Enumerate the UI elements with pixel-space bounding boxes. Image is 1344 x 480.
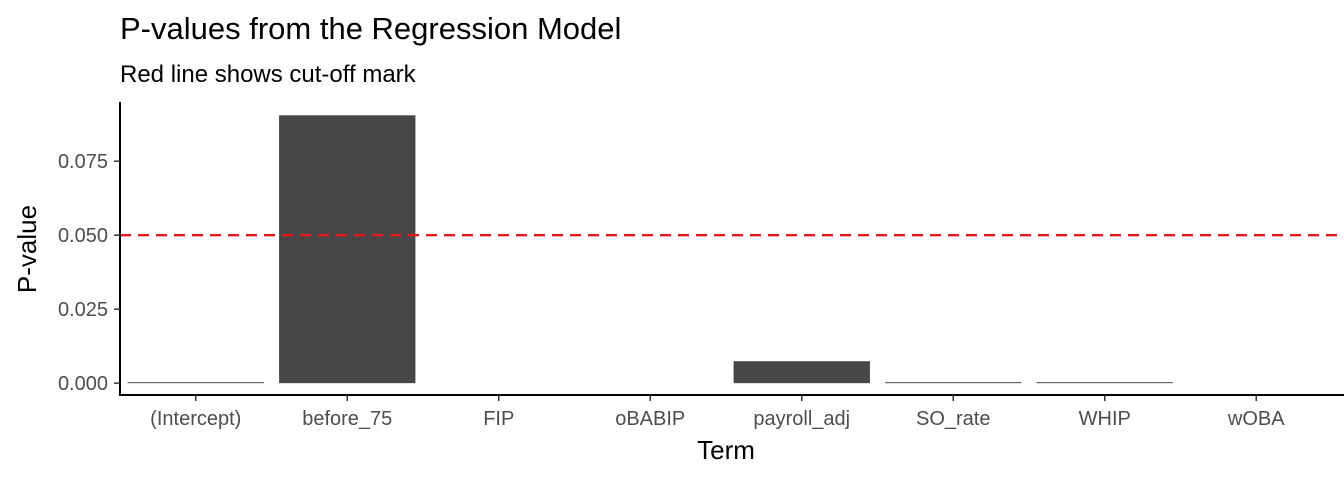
x-tick-label: payroll_adj xyxy=(753,408,850,430)
y-tick-label: 0.050 xyxy=(58,225,108,247)
chart-subtitle: Red line shows cut-off mark xyxy=(120,61,417,88)
y-ticks-layer: 0.000 0.025 0.050 0.075 xyxy=(58,151,120,395)
x-tick-label: before_75 xyxy=(302,408,392,430)
x-axis-title: Term xyxy=(697,435,755,465)
y-tick-label: 0.075 xyxy=(58,151,108,173)
x-tick-label: SO_rate xyxy=(916,408,990,430)
x-tick-label: WHIP xyxy=(1079,408,1131,430)
y-tick-label: 0.000 xyxy=(58,373,108,395)
bar-(Intercept) xyxy=(127,382,264,384)
x-tick-label: FIP xyxy=(483,408,514,430)
bars-layer xyxy=(127,115,1173,384)
axes-layer xyxy=(119,102,1344,396)
bar-before_75 xyxy=(279,115,416,384)
bar-WHIP xyxy=(1036,382,1173,384)
x-tick-label: oBABIP xyxy=(615,408,685,430)
x-ticks-layer: (Intercept) before_75 FIP oBABIP payroll_adj… xyxy=(150,395,1285,430)
chart-title: P-values from the Regression Model xyxy=(120,11,621,46)
x-tick-label: wOBA xyxy=(1227,408,1285,430)
bar-payroll_adj xyxy=(733,361,870,384)
y-tick-label: 0.025 xyxy=(58,299,108,321)
y-axis-title: P-value xyxy=(12,205,42,293)
x-tick-label: (Intercept) xyxy=(150,408,241,430)
bar-SO_rate xyxy=(885,382,1022,384)
